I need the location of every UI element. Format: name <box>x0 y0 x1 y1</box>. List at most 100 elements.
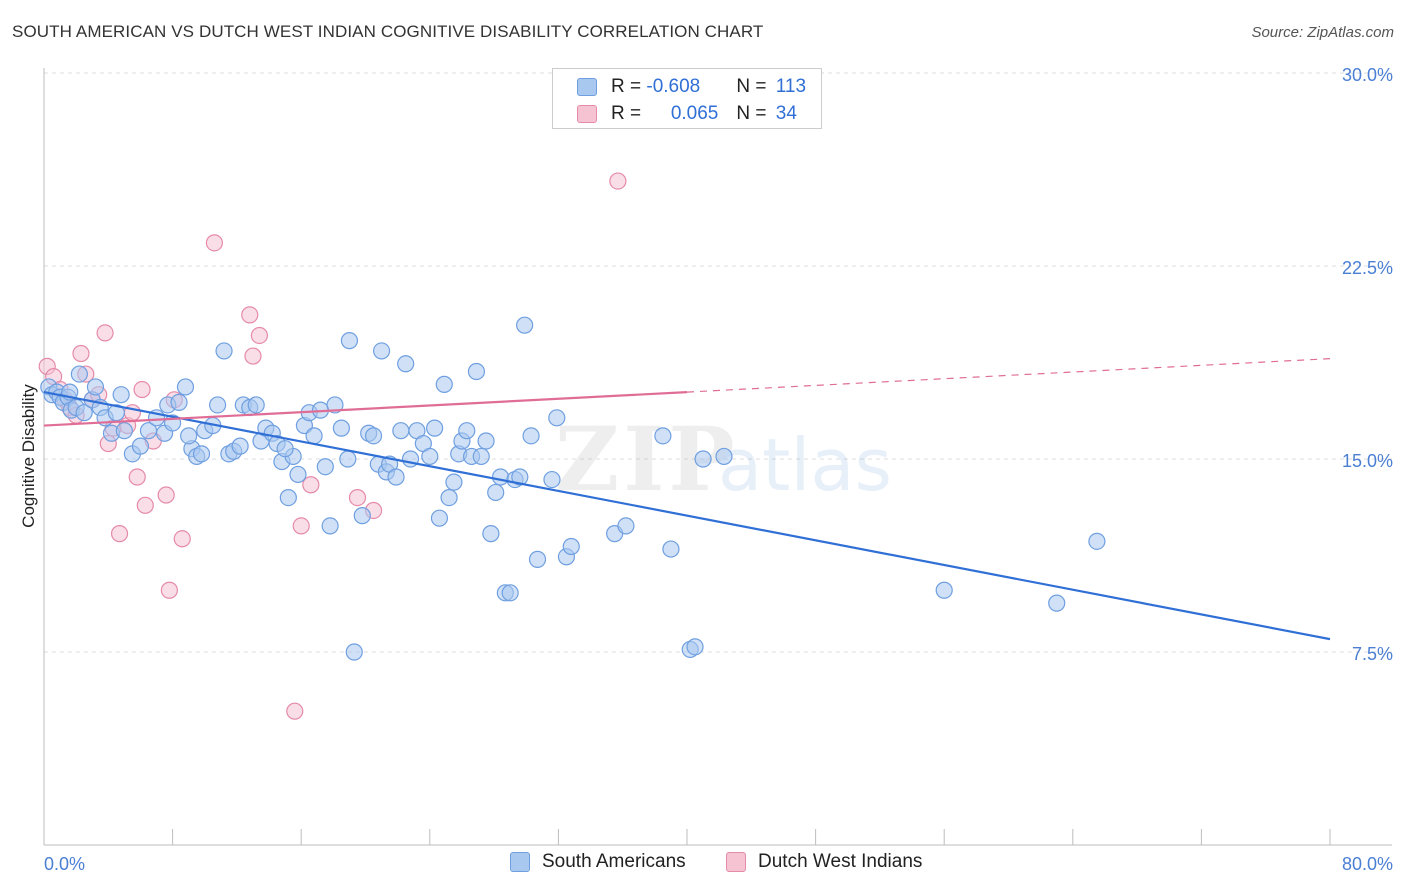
legend-n-label: N = <box>736 76 772 97</box>
y-tick-label: 15.0% <box>1342 451 1393 471</box>
legend-swatch-blue <box>577 78 597 96</box>
point-south-american <box>115 422 133 440</box>
point-south-american <box>180 427 198 445</box>
y-axis-label: Cognitive Disability <box>19 384 38 528</box>
legend-r-value: -0.608 <box>646 76 701 97</box>
point-south-american <box>491 468 510 486</box>
point-dutch-west-indian <box>133 380 151 399</box>
point-south-american <box>215 342 233 360</box>
trend-lines <box>43 358 1331 641</box>
point-south-american <box>247 396 265 414</box>
point-south-american <box>1088 532 1106 550</box>
point-south-american <box>353 507 371 525</box>
point-south-american <box>305 427 323 445</box>
point-south-american <box>392 422 410 440</box>
bottom-legend-label: Dutch West Indians <box>758 851 923 872</box>
point-south-american <box>511 468 529 486</box>
point-south-american <box>279 489 297 507</box>
point-south-american <box>339 450 357 468</box>
trend-line-south-americans <box>43 391 1331 641</box>
point-dutch-west-indian <box>244 347 262 365</box>
point-south-american <box>276 440 294 458</box>
point-dutch-west-indian <box>348 489 367 507</box>
point-dutch-west-indian <box>302 476 320 494</box>
trend-line-dutch-west-indians <box>43 390 688 427</box>
point-south-american <box>548 409 566 427</box>
point-south-american <box>70 365 88 383</box>
point-south-american <box>112 386 130 404</box>
bottom-legend-dutch-west-indians: Dutch West Indians <box>726 851 922 873</box>
point-south-american <box>501 584 519 602</box>
bottom-legend-swatch-blue <box>510 852 530 872</box>
point-south-american <box>562 537 580 556</box>
point-south-american <box>421 447 439 466</box>
legend-n-value: 113 <box>775 76 807 97</box>
x-tick-label-start: 0.0% <box>44 854 85 874</box>
point-south-american <box>522 427 540 445</box>
point-south-american <box>176 378 195 396</box>
point-south-american <box>477 432 495 450</box>
bottom-legend-south-americans: South Americans <box>510 851 686 873</box>
point-south-american <box>86 378 105 396</box>
point-dutch-west-indian <box>173 530 191 548</box>
source-attribution: Source: ZipAtlas.com <box>1251 24 1394 41</box>
point-south-american <box>231 437 249 455</box>
point-south-american <box>935 581 953 599</box>
point-south-american <box>364 427 383 445</box>
point-dutch-west-indian <box>609 172 627 190</box>
chart-title: SOUTH AMERICAN VS DUTCH WEST INDIAN COGN… <box>12 22 764 41</box>
point-dutch-west-indian <box>286 702 304 720</box>
point-south-american <box>445 473 463 491</box>
point-south-american <box>715 447 733 466</box>
point-south-american <box>372 342 391 360</box>
point-dutch-west-indian <box>136 496 154 514</box>
stats-legend: R = -0.608 N = 113 R = 0.065 N = 34 <box>552 68 822 129</box>
bottom-legend-label: South Americans <box>542 851 686 872</box>
point-south-american <box>289 465 307 484</box>
legend-n-label: N = <box>736 103 772 124</box>
point-south-american <box>686 638 704 656</box>
x-tick-label-end: 80.0% <box>1342 854 1393 874</box>
point-dutch-west-indian <box>241 306 259 324</box>
point-south-american <box>332 419 350 437</box>
trend-line-dutch-west-indians-extension <box>686 358 1331 393</box>
point-south-american <box>387 468 405 486</box>
point-dutch-west-indian <box>110 525 129 543</box>
gridlines <box>44 72 1392 653</box>
point-south-american <box>1048 594 1066 612</box>
legend-swatch-pink <box>577 105 597 123</box>
point-south-american <box>107 404 125 422</box>
point-south-american <box>397 355 415 373</box>
point-south-american <box>326 396 344 414</box>
y-tick-label: 7.5% <box>1352 644 1393 664</box>
point-south-american <box>345 643 363 661</box>
point-south-american <box>131 437 150 455</box>
point-south-american <box>340 332 359 350</box>
point-south-american <box>321 517 339 535</box>
point-south-american <box>617 517 635 535</box>
point-south-american <box>654 427 672 445</box>
point-south-american <box>543 470 561 489</box>
point-dutch-west-indian <box>72 344 90 363</box>
watermark-atlas: atlas <box>718 423 892 507</box>
point-south-american <box>209 396 227 414</box>
legend-n-value: 34 <box>775 103 797 124</box>
point-dutch-west-indian <box>128 468 146 486</box>
point-south-american <box>528 550 547 568</box>
point-south-american <box>440 489 458 507</box>
point-south-american <box>482 525 500 543</box>
point-south-american <box>316 458 334 476</box>
point-south-american <box>516 316 534 334</box>
legend-r-label: R = <box>611 76 647 97</box>
legend-r-label: R = <box>611 103 647 124</box>
point-south-american <box>487 483 505 502</box>
point-dutch-west-indian <box>160 581 178 599</box>
point-south-american <box>426 419 444 437</box>
point-south-american <box>694 450 712 468</box>
point-dutch-west-indian <box>96 324 114 342</box>
bottom-legend-swatch-pink <box>726 852 746 872</box>
point-south-american <box>472 447 490 466</box>
point-dutch-west-indian <box>250 326 269 345</box>
y-tick-label: 22.5% <box>1342 258 1393 278</box>
